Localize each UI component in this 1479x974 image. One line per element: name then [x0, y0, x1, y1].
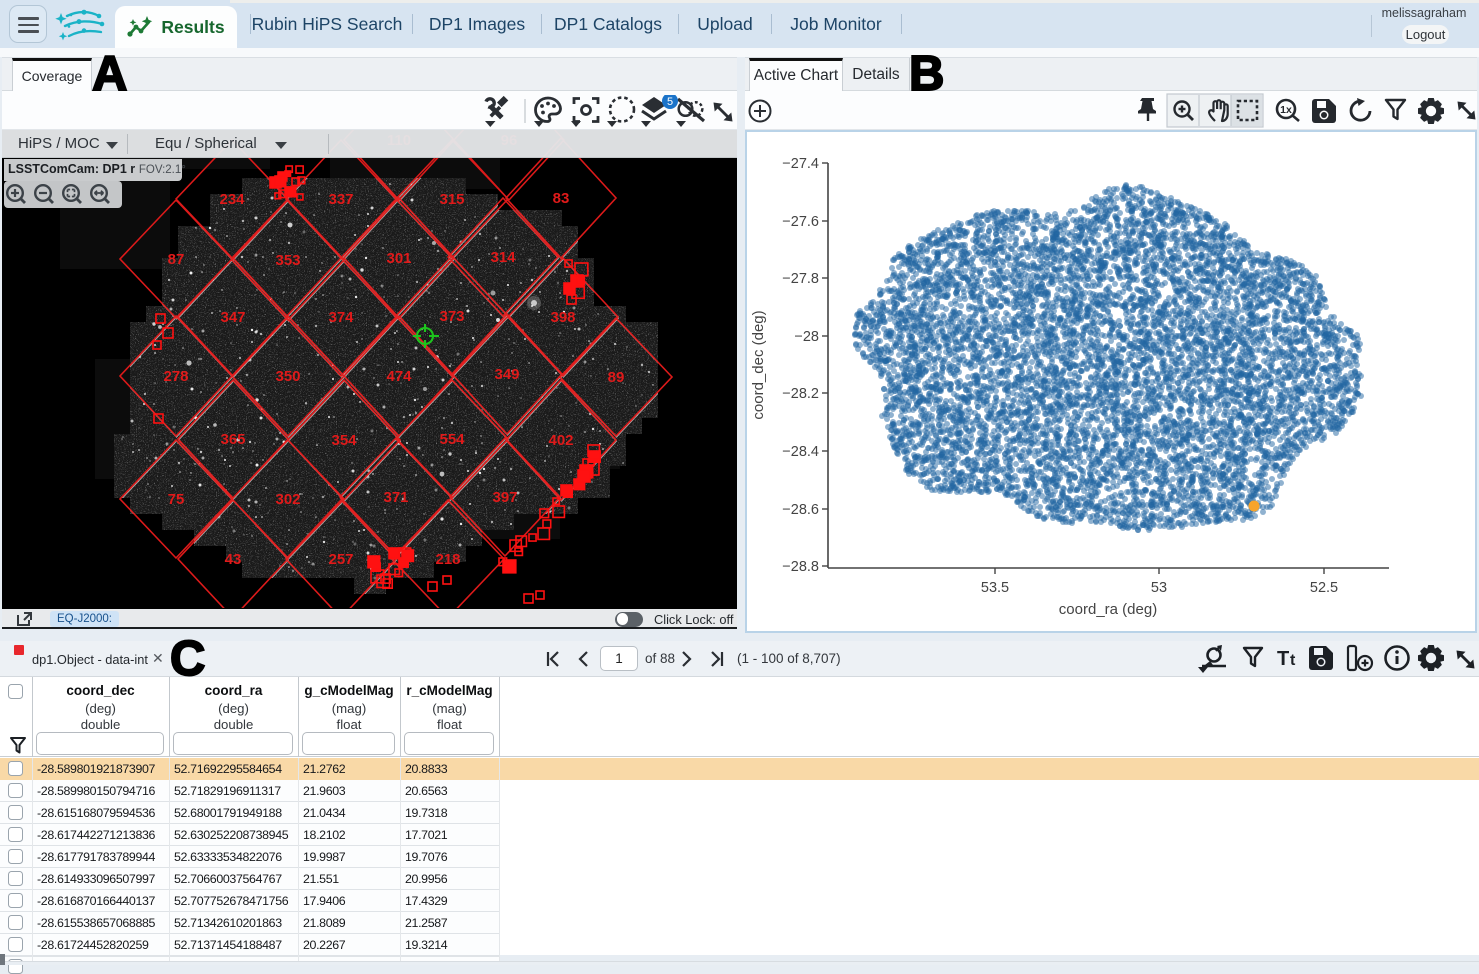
svg-text:347: 347 — [220, 309, 245, 326]
svg-text:315: 315 — [439, 191, 464, 208]
svg-text:402: 402 — [548, 432, 573, 449]
svg-text:474: 474 — [386, 368, 412, 385]
svg-text:397: 397 — [492, 489, 517, 506]
svg-text:302: 302 — [275, 491, 300, 508]
svg-text:373: 373 — [439, 308, 464, 325]
svg-text:257: 257 — [328, 551, 353, 568]
svg-text:349: 349 — [494, 366, 519, 383]
svg-text:87: 87 — [168, 251, 185, 268]
svg-text:278: 278 — [163, 368, 188, 385]
svg-text:75: 75 — [168, 491, 185, 508]
svg-text:1x: 1x — [1280, 104, 1292, 116]
svg-text:89: 89 — [608, 369, 625, 386]
svg-text:234: 234 — [219, 191, 245, 208]
svg-text:314: 314 — [490, 249, 516, 266]
svg-text:554: 554 — [439, 431, 465, 448]
svg-text:337: 337 — [328, 191, 353, 208]
svg-text:354: 354 — [331, 432, 357, 449]
svg-text:5: 5 — [667, 96, 673, 108]
svg-text:371: 371 — [383, 489, 408, 506]
svg-text:353: 353 — [275, 252, 300, 269]
svg-text:398: 398 — [550, 309, 575, 326]
svg-text:374: 374 — [328, 309, 354, 326]
svg-text:365: 365 — [220, 431, 245, 448]
svg-text:83: 83 — [553, 190, 570, 207]
svg-text:218: 218 — [435, 551, 460, 568]
svg-text:301: 301 — [386, 250, 411, 267]
svg-text:350: 350 — [275, 368, 300, 385]
svg-text:43: 43 — [225, 551, 242, 568]
